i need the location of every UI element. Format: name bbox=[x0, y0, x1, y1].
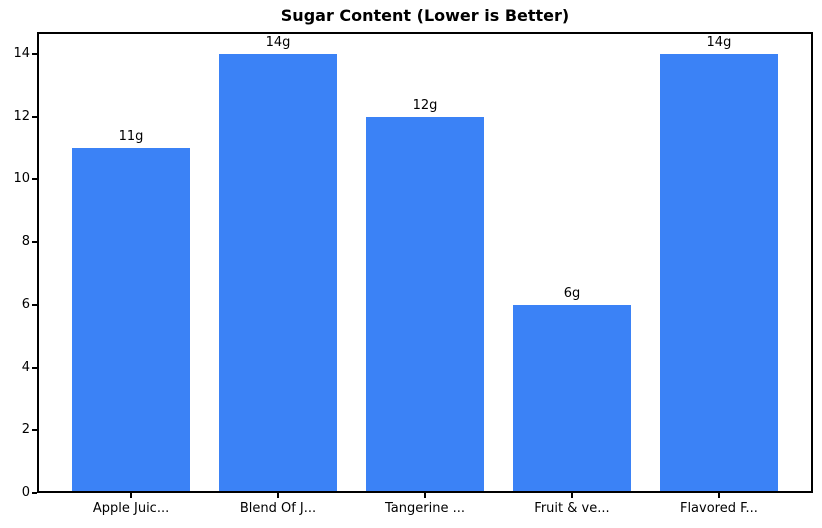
y-tick-mark bbox=[32, 492, 37, 494]
bar-value-label: 11g bbox=[118, 129, 144, 145]
y-tick-label: 14 bbox=[13, 45, 30, 61]
x-tick-label: Flavored F... bbox=[679, 501, 758, 516]
y-tick-mark bbox=[32, 115, 37, 118]
x-tick-mark bbox=[424, 493, 426, 498]
bar-value-label: 14g bbox=[265, 34, 291, 50]
y-tick-mark bbox=[32, 52, 37, 55]
y-tick-mark bbox=[32, 241, 37, 244]
bar bbox=[366, 116, 484, 493]
y-tick-label: 6 bbox=[21, 296, 30, 312]
y-tick-label: 8 bbox=[21, 234, 30, 250]
bar bbox=[72, 148, 190, 493]
y-tick-mark bbox=[32, 429, 37, 432]
y-tick-label: 0 bbox=[21, 485, 30, 500]
bar bbox=[660, 53, 778, 493]
x-tick-mark bbox=[130, 493, 133, 498]
bar-value-label: 14g bbox=[706, 34, 732, 50]
y-tick-mark bbox=[32, 303, 37, 306]
x-tick-label: Fruit & ve... bbox=[534, 501, 610, 516]
x-tick-mark bbox=[717, 493, 720, 498]
chart-title: Sugar Content (Lower is Better) bbox=[280, 6, 570, 25]
bar bbox=[219, 53, 337, 493]
y-tick-label: 10 bbox=[13, 171, 30, 187]
x-tick-label: Apple Juic... bbox=[92, 501, 170, 516]
bar-value-label: 12g bbox=[412, 97, 438, 113]
x-tick-mark bbox=[570, 493, 573, 498]
bar bbox=[513, 304, 631, 493]
y-tick-mark bbox=[32, 178, 37, 181]
x-tick-label: Tangerine ... bbox=[385, 501, 465, 516]
x-tick-label: Blend Of J... bbox=[239, 501, 317, 516]
bar-value-label: 6g bbox=[563, 285, 581, 301]
x-tick-mark bbox=[277, 493, 280, 498]
y-tick-mark bbox=[32, 366, 37, 369]
y-tick-label: 12 bbox=[13, 108, 30, 124]
y-tick-label: 4 bbox=[21, 359, 30, 375]
y-tick-label: 2 bbox=[21, 422, 30, 438]
plot-area bbox=[37, 32, 813, 493]
